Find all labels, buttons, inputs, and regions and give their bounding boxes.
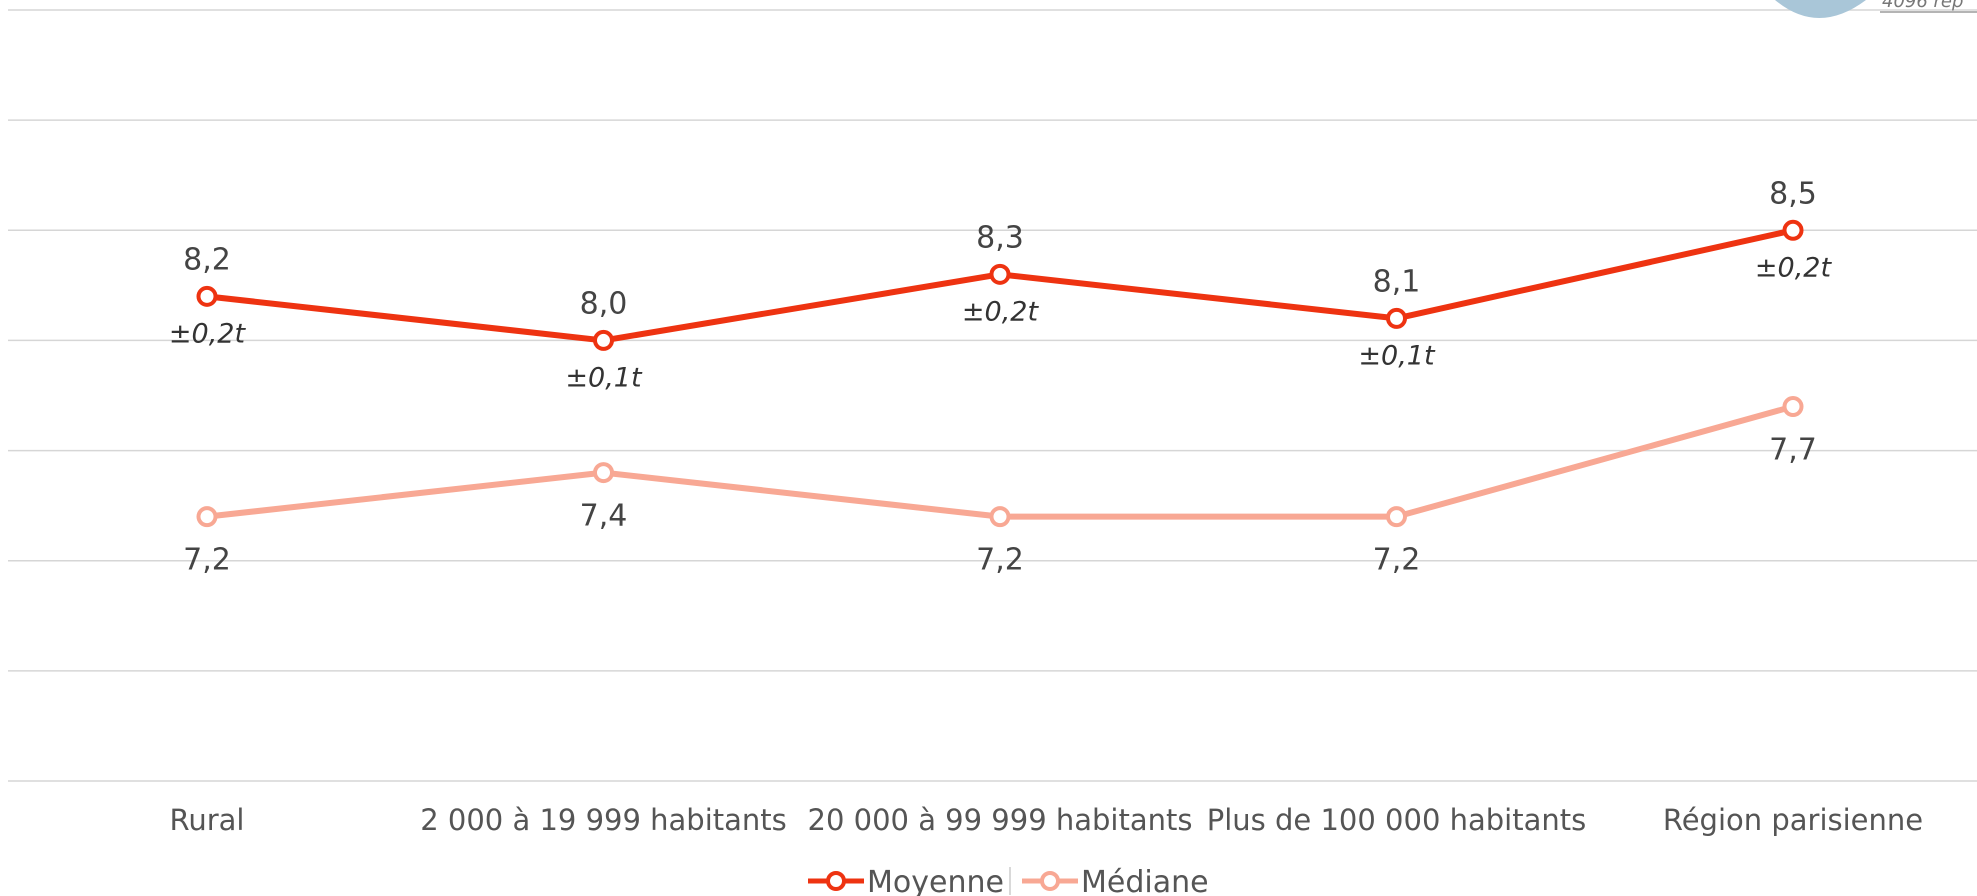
data-point <box>1386 307 1407 329</box>
data-point <box>196 285 218 307</box>
data-point <box>1386 506 1407 528</box>
x-tick-label: Rural <box>170 803 245 837</box>
error-label: ±0,2t <box>1755 252 1833 283</box>
data-label: 8,5 <box>1769 176 1817 211</box>
data-point <box>1782 396 1804 418</box>
series-line <box>206 403 1794 520</box>
legend-marker <box>1040 871 1060 891</box>
data-label: 7,2 <box>183 543 231 578</box>
data-label: 7,2 <box>1373 543 1421 578</box>
error-label: ±0,2t <box>962 296 1040 327</box>
respondent-count: 4096 rép <box>1882 0 1963 12</box>
series-mediane: 7,2 7,4 7,2 7,2 7,7 <box>183 396 1817 578</box>
x-tick-label: 2 000 à 19 999 habitants <box>420 803 787 837</box>
data-point <box>196 506 218 528</box>
error-label: ±0,1t <box>565 362 643 393</box>
data-point <box>989 506 1011 528</box>
legend-item: Médiane <box>1022 865 1209 896</box>
data-point <box>593 462 614 484</box>
legend-marker <box>826 871 846 891</box>
x-axis-labels: Rural 2 000 à 19 999 habitants 20 000 à 99… <box>170 803 1924 837</box>
corner-logo: 4096 rép <box>1775 0 1977 18</box>
error-label: ±0,1t <box>1358 340 1436 371</box>
data-point <box>1782 219 1804 241</box>
x-tick-label: Région parisienne <box>1663 803 1923 837</box>
data-point <box>593 329 614 351</box>
data-label: 8,3 <box>976 220 1024 255</box>
x-tick-label: Plus de 100 000 habitants <box>1207 803 1586 837</box>
error-label: ±0,2t <box>169 318 247 349</box>
data-point <box>989 263 1011 285</box>
series-moyenne: 8,2 ±0,2t 8,0 ±0,1t 8,3 ±0,2t 8,1 ±0,1t 8,5 ±0,2t <box>169 176 1833 393</box>
legend-label: Médiane <box>1081 865 1209 896</box>
data-label: 8,1 <box>1373 264 1421 299</box>
gridlines <box>8 9 1977 782</box>
x-tick-label: 20 000 à 99 999 habitants <box>808 803 1193 837</box>
logo-mark <box>1775 0 1866 18</box>
legend: Moyenne Médiane <box>808 865 1209 896</box>
data-label: 8,2 <box>183 242 231 277</box>
data-label: 7,2 <box>976 543 1024 578</box>
legend-label: Moyenne <box>867 865 1004 896</box>
legend-item: Moyenne <box>808 865 1004 896</box>
data-label: 8,0 <box>580 286 628 321</box>
data-label: 7,7 <box>1769 433 1817 468</box>
series-layer: 8,2 ±0,2t 8,0 ±0,1t 8,3 ±0,2t 8,1 ±0,1t 8,5 ±0,2t… <box>169 176 1833 577</box>
data-label: 7,4 <box>580 499 628 534</box>
